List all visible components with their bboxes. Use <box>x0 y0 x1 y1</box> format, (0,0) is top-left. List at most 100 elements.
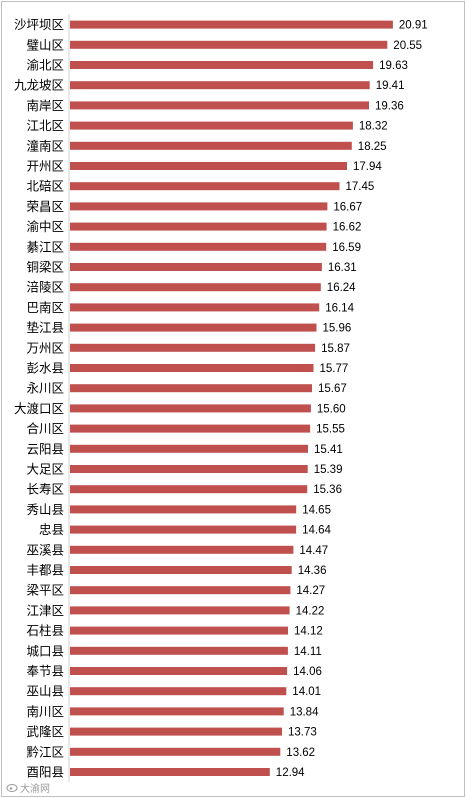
bar <box>70 162 347 170</box>
value-label: 15.77 <box>320 363 349 375</box>
category-label: 江津区 <box>26 603 64 618</box>
value-label: 14.11 <box>294 646 322 658</box>
value-label: 16.62 <box>333 222 362 234</box>
value-label: 15.60 <box>317 403 346 415</box>
bar <box>70 646 288 655</box>
bar <box>70 20 393 29</box>
bar <box>70 586 291 595</box>
watermark: 大渝网 <box>6 782 50 795</box>
value-label: 19.41 <box>376 80 405 92</box>
category-label: 南岸区 <box>26 98 64 113</box>
bar <box>70 283 321 292</box>
bar <box>70 687 287 696</box>
value-label: 18.32 <box>359 121 388 133</box>
value-label: 16.59 <box>332 242 361 254</box>
bar <box>70 121 353 130</box>
value-label: 13.62 <box>286 747 315 759</box>
value-label: 15.67 <box>318 383 347 395</box>
category-label: 石柱县 <box>26 623 64 638</box>
value-label: 16.14 <box>325 302 354 314</box>
category-label: 梁平区 <box>26 583 64 598</box>
bar <box>70 40 388 49</box>
category-label: 丰都县 <box>26 563 64 578</box>
value-label: 19.36 <box>375 100 404 112</box>
value-label: 15.39 <box>314 464 343 476</box>
category-label: 璧山区 <box>26 37 64 52</box>
value-label: 14.22 <box>296 605 325 617</box>
bar <box>70 364 314 372</box>
value-label: 14.65 <box>302 504 331 516</box>
value-label: 14.36 <box>298 565 327 577</box>
value-label: 18.25 <box>358 141 387 153</box>
category-label: 忠县 <box>39 522 64 537</box>
value-label: 17.94 <box>353 161 382 173</box>
value-label: 20.55 <box>393 40 422 52</box>
bar <box>70 222 327 231</box>
value-label: 15.96 <box>323 323 352 335</box>
bar <box>70 81 370 90</box>
value-label: 13.84 <box>290 706 319 718</box>
bar <box>70 747 281 756</box>
bar <box>70 263 322 271</box>
category-label: 铜梁区 <box>26 260 64 275</box>
bar <box>70 404 311 413</box>
bar <box>70 424 311 433</box>
value-label: 14.06 <box>293 666 322 678</box>
category-label: 渝中区 <box>26 219 64 234</box>
category-label: 巴南区 <box>26 300 64 315</box>
bar <box>70 768 270 776</box>
value-label: 12.94 <box>276 767 305 779</box>
category-label: 酉阳县 <box>26 765 64 780</box>
value-label: 13.73 <box>288 727 317 739</box>
category-label: 大渡口区 <box>14 401 64 416</box>
value-label: 17.45 <box>346 181 375 193</box>
category-label: 城口县 <box>26 643 64 658</box>
bar <box>70 545 294 554</box>
weibo-icon <box>6 784 18 792</box>
value-label: 16.67 <box>333 201 362 213</box>
bar-group <box>70 20 393 776</box>
bar <box>70 343 316 352</box>
category-label: 永川区 <box>26 381 64 396</box>
value-label: 16.24 <box>327 282 356 294</box>
value-label: 20.91 <box>399 20 428 32</box>
category-label: 巫溪县 <box>26 542 64 557</box>
category-label: 合川区 <box>26 421 64 436</box>
bar <box>70 667 288 675</box>
category-label: 荣昌区 <box>26 199 64 214</box>
category-label: 巫山县 <box>26 684 64 699</box>
bar <box>70 566 292 574</box>
value-label: 15.36 <box>313 484 342 496</box>
bar <box>70 606 290 615</box>
category-label: 渝北区 <box>26 58 64 73</box>
category-label: 云阳县 <box>26 441 64 456</box>
value-label: 14.27 <box>296 585 325 597</box>
bar <box>70 182 340 191</box>
bar <box>70 141 352 150</box>
bar <box>70 61 374 69</box>
bar <box>70 242 327 251</box>
value-label: 14.12 <box>294 626 323 638</box>
value-label: 14.47 <box>299 545 328 557</box>
category-label-group: 沙坪坝区璧山区渝北区九龙坡区南岸区江北区潼南区开州区北碚区荣昌区渝中区綦江区铜梁… <box>14 17 64 779</box>
value-label-group: 20.91 20.55 19.63 19.41 19.36 18.32 18.25 17.94… <box>276 20 428 779</box>
bar <box>70 101 369 110</box>
bar <box>70 465 308 473</box>
bar <box>70 626 288 635</box>
bar <box>70 505 297 514</box>
category-label: 綦江区 <box>26 239 64 254</box>
bar <box>70 525 297 534</box>
category-label: 九龙坡区 <box>14 78 64 93</box>
category-label: 垫江县 <box>26 320 64 335</box>
category-label: 武隆区 <box>26 724 64 739</box>
category-label: 秀山县 <box>26 502 64 517</box>
bar <box>70 707 284 716</box>
category-label: 彭水县 <box>26 361 64 376</box>
bar <box>70 444 308 453</box>
value-label: 19.63 <box>379 60 408 72</box>
bar <box>70 202 328 211</box>
category-label: 开州区 <box>26 159 64 174</box>
category-label: 万州区 <box>26 340 64 355</box>
category-label: 南川区 <box>26 704 64 719</box>
